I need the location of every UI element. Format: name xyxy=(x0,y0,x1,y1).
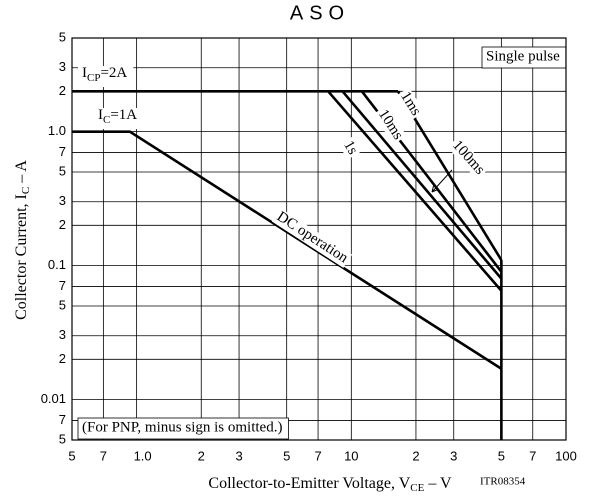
y-tick-label: 2 xyxy=(59,351,66,366)
x-tick-label: 3 xyxy=(450,448,457,463)
x-tick-label: 1.0 xyxy=(134,448,152,463)
x-axis-label-main: Collector-to-Emitter Voltage, V xyxy=(208,475,410,492)
y-axis-label-rest: – A xyxy=(13,160,30,187)
y-tick-label: 5 xyxy=(59,29,66,44)
x-tick-label: 5 xyxy=(283,448,290,463)
x-axis-label: Collector-to-Emitter Voltage, VCE – V xyxy=(208,475,452,494)
annotation-rest: =2A xyxy=(100,65,127,81)
annotation-rest: =1A xyxy=(110,107,137,123)
annotation: ICP=2A xyxy=(82,65,127,83)
y-tick-label: 5 xyxy=(59,163,66,178)
y-tick-label: 2 xyxy=(59,217,66,232)
series-line xyxy=(72,130,503,370)
y-tick-label: 3 xyxy=(59,193,66,208)
annotation-sub: CP xyxy=(87,72,100,84)
annotation: IC=1A xyxy=(98,107,137,125)
y-tick-label: 3 xyxy=(59,327,66,342)
x-tick-label: 5 xyxy=(68,448,75,463)
y-tick-label: 7 xyxy=(59,278,66,293)
x-tick-label: 10 xyxy=(344,448,358,463)
y-tick-label: 2 xyxy=(59,83,66,98)
series-label: 1s xyxy=(340,138,361,158)
x-tick-label: 5 xyxy=(498,448,505,463)
y-tick-label: 7 xyxy=(59,412,66,427)
y-tick-label: 0.1 xyxy=(48,257,66,272)
x-tick-label: 100 xyxy=(555,448,577,463)
x-tick-label: 7 xyxy=(314,448,321,463)
annotation-bg xyxy=(481,46,567,69)
annotation-sub: C xyxy=(103,114,110,126)
x-tick-label: 7 xyxy=(529,448,536,463)
y-axis-label: Collector Current, IC – A xyxy=(13,160,32,320)
y-tick-label: 5 xyxy=(59,297,66,312)
label-bg xyxy=(447,136,489,180)
y-tick-label: 5 xyxy=(59,431,66,446)
annotation-bg xyxy=(78,66,134,87)
annotation-bg xyxy=(77,417,289,440)
y-tick-label: 7 xyxy=(59,144,66,159)
x-tick-label: 7 xyxy=(100,448,107,463)
label-bg xyxy=(373,105,407,145)
y-tick-label: 3 xyxy=(59,59,66,74)
label-bg xyxy=(271,208,353,268)
y-tick-label: 1.0 xyxy=(48,123,66,138)
code-label: ITR08354 xyxy=(480,476,526,488)
label-bg xyxy=(395,87,425,121)
annotation-main: I xyxy=(82,65,87,81)
x-axis-label-rest: – V xyxy=(424,475,452,492)
arrow xyxy=(431,169,453,193)
chart-title: ASO xyxy=(290,2,350,24)
annotation: (For PNP, minus sign is omitted.) xyxy=(82,419,282,435)
annotation-main: I xyxy=(98,107,103,123)
x-tick-label: 2 xyxy=(412,448,419,463)
series-line xyxy=(341,90,503,280)
annotation-bg xyxy=(94,108,144,129)
x-axis-label-sub: CE xyxy=(410,482,424,494)
annotation: Single pulse xyxy=(486,48,560,64)
y-tick-label: 0.01 xyxy=(41,391,66,406)
series-line xyxy=(327,90,503,292)
x-tick-label: 3 xyxy=(235,448,242,463)
x-tick-label: 2 xyxy=(198,448,205,463)
series-label: DC operation xyxy=(274,209,351,267)
series-line xyxy=(396,90,503,261)
y-axis-label-main: Collector Current, I xyxy=(13,194,30,320)
y-axis-label-sub: C xyxy=(20,187,32,194)
label-bg xyxy=(338,136,362,160)
